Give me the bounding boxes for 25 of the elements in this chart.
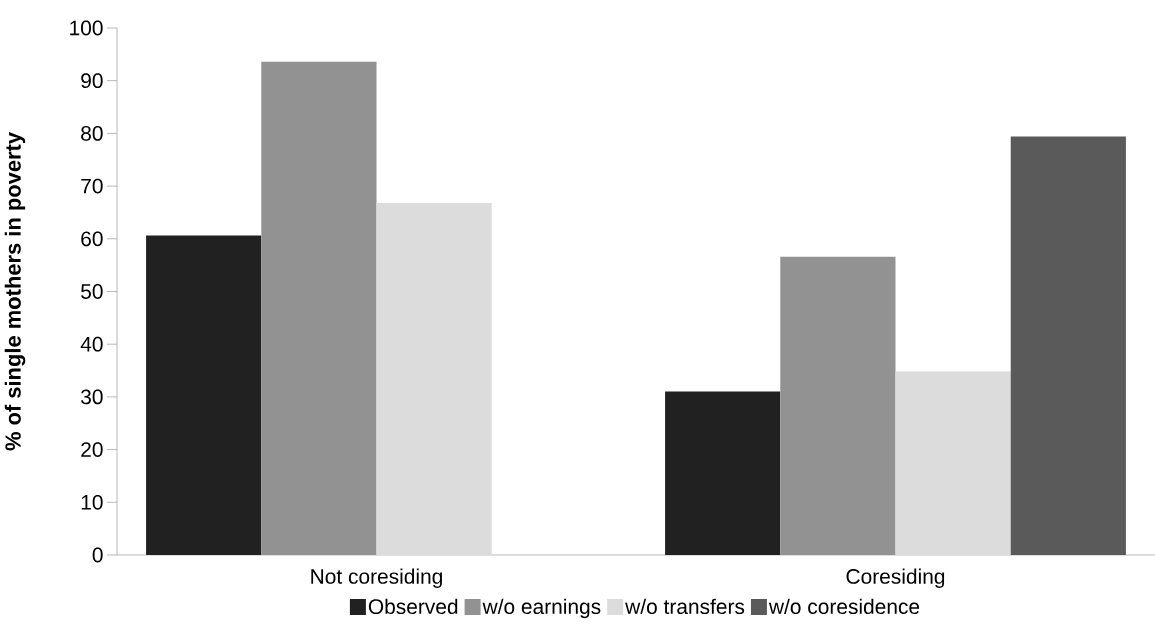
y-tick-label: 60 bbox=[81, 231, 103, 247]
bar bbox=[261, 61, 377, 555]
y-tick-label: 30 bbox=[81, 389, 103, 405]
bar bbox=[895, 371, 1011, 555]
bar bbox=[146, 235, 262, 555]
y-tick-label: 50 bbox=[81, 284, 103, 299]
y-tick-label: 20 bbox=[81, 442, 103, 457]
y-tick-label: 100 bbox=[70, 20, 103, 36]
x-tick-label: Not coresiding bbox=[311, 568, 442, 589]
legend-label: w/o coresidence bbox=[768, 598, 920, 615]
bar bbox=[1010, 136, 1126, 555]
bar bbox=[780, 256, 896, 555]
y-tick-label: 70 bbox=[81, 178, 103, 194]
bar bbox=[376, 202, 492, 555]
y-tick-label: 0 bbox=[92, 547, 103, 563]
y-tick-label: 40 bbox=[80, 336, 103, 352]
legend-label: w/o earnings bbox=[482, 598, 601, 619]
y-tick-label: 90 bbox=[81, 73, 103, 89]
bar bbox=[665, 391, 781, 555]
legend-label: Observed bbox=[368, 598, 458, 615]
y-tick-label: 10 bbox=[81, 494, 103, 510]
y-tick-label: 80 bbox=[81, 125, 103, 141]
x-tick-label: Coresiding bbox=[846, 568, 945, 589]
y-axis-title: % of single mothers in poverty bbox=[4, 132, 26, 451]
legend-label: w/o transfers bbox=[625, 598, 745, 615]
